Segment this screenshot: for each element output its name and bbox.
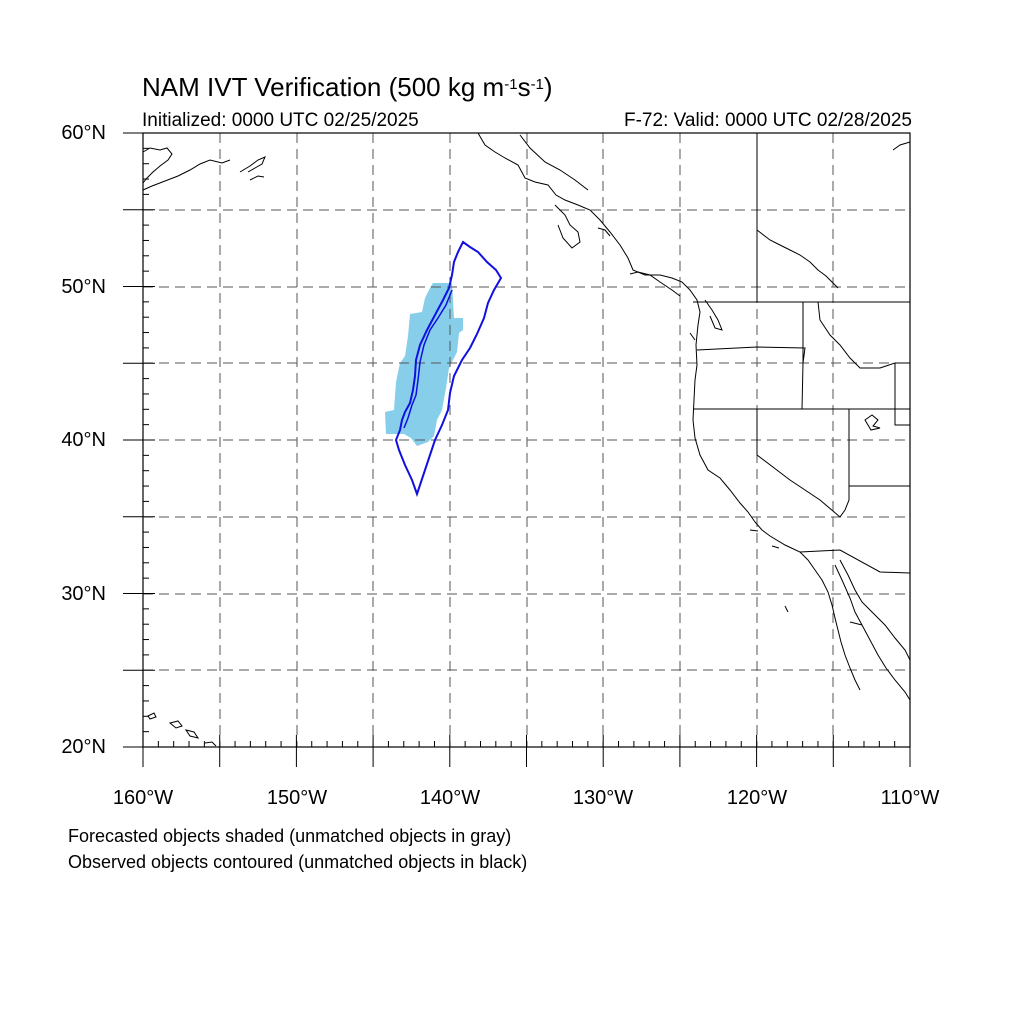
lon-label-110: 110°W bbox=[880, 787, 940, 809]
lon-label-120: 120°W bbox=[726, 787, 788, 809]
axis-ticks bbox=[123, 132, 911, 767]
forecast-note: Forecasted objects shaded (unmatched obj… bbox=[68, 826, 512, 846]
lat-label-30: 30°N bbox=[61, 583, 106, 605]
forecast-object bbox=[385, 283, 463, 446]
lon-label-160: 160°W bbox=[112, 787, 174, 809]
lat-label-40: 40°N bbox=[61, 429, 106, 451]
lat-label-20: 20°N bbox=[61, 736, 106, 758]
state-borders bbox=[693, 133, 911, 626]
graticule bbox=[143, 133, 910, 747]
lon-label-130: 130°W bbox=[572, 787, 634, 809]
observed-object-inner bbox=[403, 289, 453, 429]
lat-label-60: 60°N bbox=[61, 122, 106, 144]
observed-object bbox=[394, 240, 503, 498]
lon-label-140: 140°W bbox=[419, 787, 481, 809]
lon-label-150: 150°W bbox=[266, 787, 328, 809]
map-title: NAM IVT Verification (500 kg m-1s-1) bbox=[142, 72, 553, 102]
initialized-time: Initialized: 0000 UTC 02/25/2025 bbox=[142, 110, 419, 131]
lat-label-50: 50°N bbox=[61, 276, 106, 298]
coastlines bbox=[142, 132, 911, 747]
observed-note: Observed objects contoured (unmatched ob… bbox=[68, 852, 528, 872]
valid-time: F-72: Valid: 0000 UTC 02/28/2025 bbox=[624, 110, 912, 131]
